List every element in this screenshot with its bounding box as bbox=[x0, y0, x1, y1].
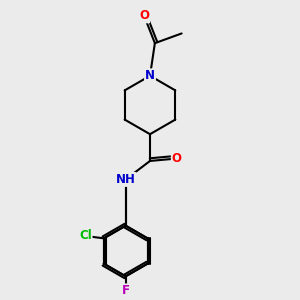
Text: N: N bbox=[145, 69, 155, 82]
Text: O: O bbox=[139, 9, 149, 22]
Text: Cl: Cl bbox=[79, 230, 92, 242]
Text: O: O bbox=[172, 152, 182, 165]
Text: F: F bbox=[122, 284, 130, 297]
Text: NH: NH bbox=[116, 173, 136, 186]
